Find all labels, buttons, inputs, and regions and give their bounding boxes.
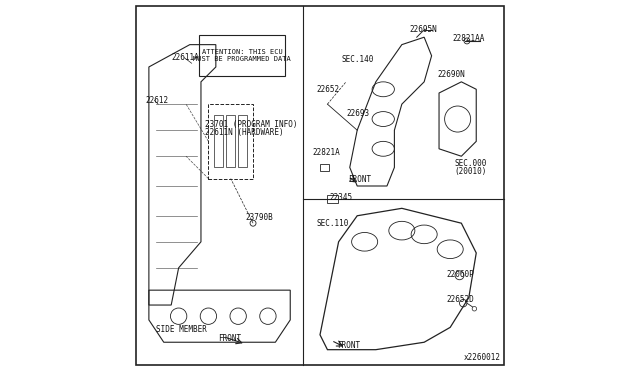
Text: FRONT: FRONT bbox=[348, 175, 371, 184]
Text: SEC.110: SEC.110 bbox=[316, 219, 349, 228]
Text: SEC.140: SEC.140 bbox=[342, 55, 374, 64]
Bar bbox=[238, 115, 247, 167]
Text: 22652: 22652 bbox=[316, 85, 339, 94]
Text: 22695N: 22695N bbox=[410, 25, 437, 34]
Text: 22821A: 22821A bbox=[312, 148, 340, 157]
Text: FRONT: FRONT bbox=[337, 341, 360, 350]
Text: ATTENTION: THIS ECU
MUST BE PROGRAMMED DATA: ATTENTION: THIS ECU MUST BE PROGRAMMED D… bbox=[193, 49, 291, 62]
Bar bbox=[214, 115, 223, 167]
Text: 22060P: 22060P bbox=[447, 270, 474, 279]
Text: 23701 (PROGRAM INFO): 23701 (PROGRAM INFO) bbox=[205, 120, 297, 129]
Text: x2260012: x2260012 bbox=[463, 353, 500, 362]
Bar bbox=[226, 115, 235, 167]
Text: 22611A: 22611A bbox=[172, 53, 199, 62]
Bar bbox=[320, 164, 330, 171]
Bar bbox=[328, 195, 338, 203]
Text: 22690N: 22690N bbox=[437, 70, 465, 79]
Text: 22345: 22345 bbox=[330, 193, 353, 202]
Text: SEC.000: SEC.000 bbox=[454, 159, 487, 168]
Text: 22693: 22693 bbox=[347, 109, 370, 118]
Text: 22652D: 22652D bbox=[447, 295, 474, 304]
Bar bbox=[209, 104, 253, 179]
Text: 22612: 22612 bbox=[145, 96, 168, 105]
Text: 22821AA: 22821AA bbox=[452, 34, 484, 43]
Text: 23790B: 23790B bbox=[246, 213, 273, 222]
Text: 22611N (HARDWARE): 22611N (HARDWARE) bbox=[205, 128, 284, 137]
Text: (20010): (20010) bbox=[454, 167, 487, 176]
Text: SIDE MEMBER: SIDE MEMBER bbox=[156, 325, 207, 334]
Text: FRONT: FRONT bbox=[218, 334, 241, 343]
